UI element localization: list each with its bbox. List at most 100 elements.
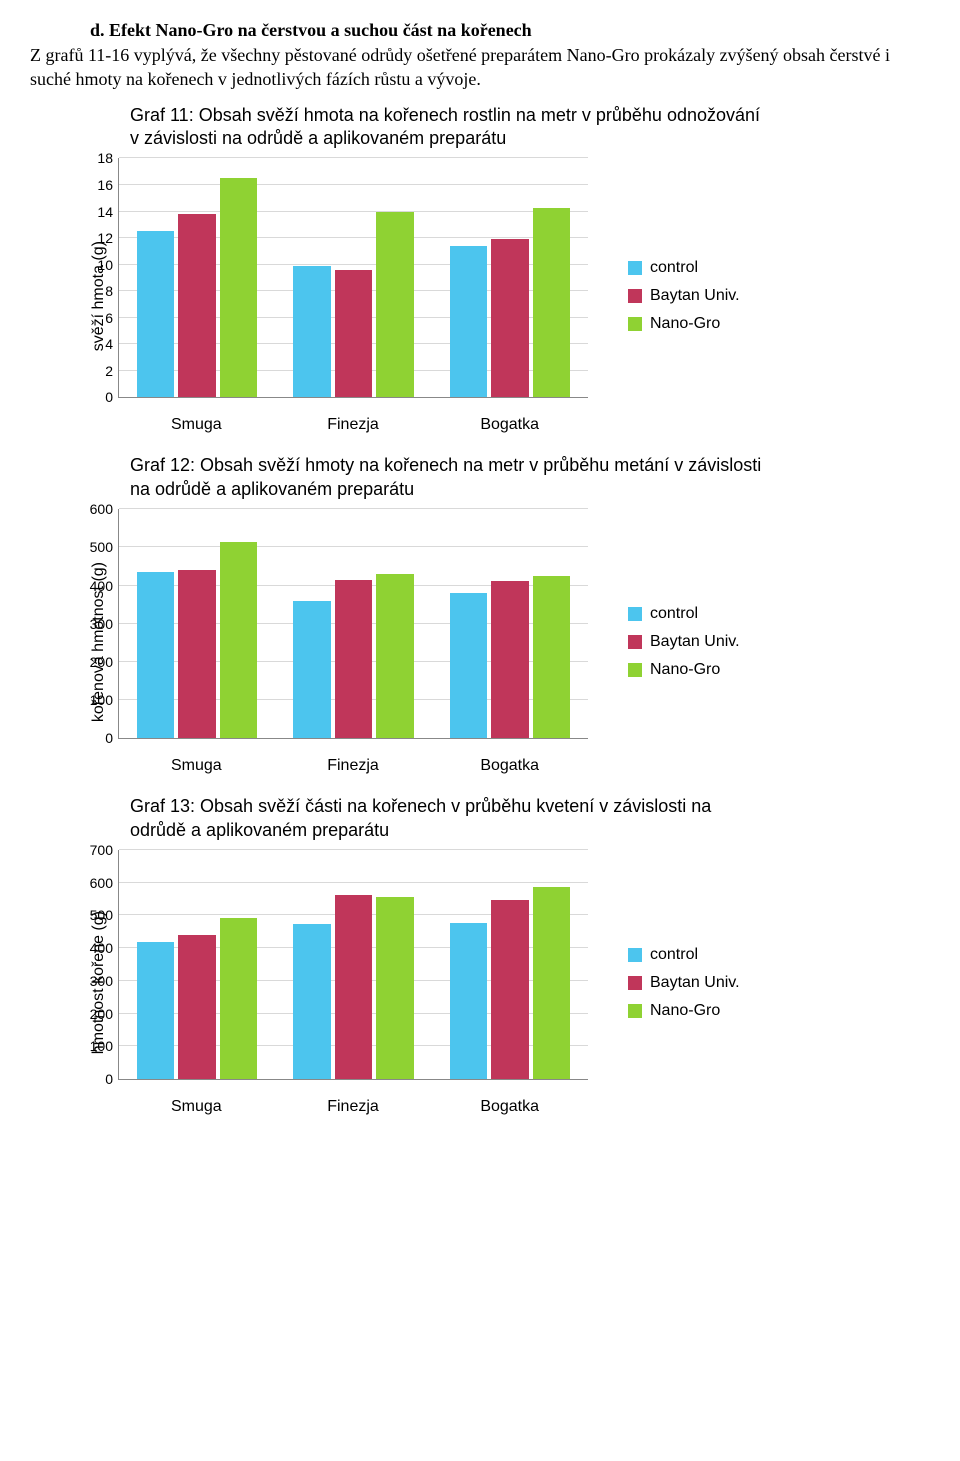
- y-tick-label: 4: [105, 336, 119, 352]
- bar-control: [293, 266, 330, 397]
- bar-nanogro: [220, 542, 257, 739]
- legend-swatch: [628, 635, 642, 649]
- y-tick-label: 600: [90, 875, 119, 891]
- y-tick-label: 300: [90, 616, 119, 632]
- legend-item-nanogro: Nano-Gro: [628, 661, 740, 679]
- legend-swatch: [628, 976, 642, 990]
- bar-baytan: [178, 935, 215, 1079]
- bar-nanogro: [376, 212, 413, 398]
- legend-label: control: [650, 946, 698, 964]
- x-label: Bogatka: [431, 1098, 588, 1116]
- x-label: Smuga: [118, 1098, 275, 1116]
- y-tick-label: 100: [90, 1038, 119, 1054]
- bar-control: [137, 942, 174, 1079]
- legend-swatch: [628, 1004, 642, 1018]
- legend: control Baytan Univ. Nano-Gro: [628, 936, 740, 1030]
- y-tick-label: 500: [90, 907, 119, 923]
- bar-baytan: [335, 895, 372, 1079]
- chart-area: svěží hmota (g)024681012141618SmugaFinez…: [90, 158, 930, 434]
- bar-group: [119, 850, 275, 1079]
- bar-nanogro: [533, 887, 570, 1079]
- x-label: Finezja: [275, 757, 432, 775]
- legend-item-control: control: [628, 605, 740, 623]
- bar-nanogro: [376, 897, 413, 1079]
- bar-control: [450, 246, 487, 397]
- bar-baytan: [335, 580, 372, 738]
- y-tick-label: 600: [90, 501, 119, 517]
- legend-label: Baytan Univ.: [650, 287, 740, 305]
- x-label: Bogatka: [431, 416, 588, 434]
- bar-nanogro: [220, 178, 257, 397]
- y-tick-label: 10: [97, 257, 119, 273]
- legend-label: Nano-Gro: [650, 661, 720, 679]
- legend-label: Baytan Univ.: [650, 974, 740, 992]
- y-tick-label: 0: [105, 730, 119, 746]
- legend-swatch: [628, 317, 642, 331]
- x-labels: SmugaFinezjaBogatka: [118, 757, 588, 775]
- legend-item-baytan: Baytan Univ.: [628, 633, 740, 651]
- bar-group: [275, 850, 431, 1079]
- x-labels: SmugaFinezjaBogatka: [118, 416, 588, 434]
- chart13: Graf 13: Obsah svěží části na kořenech v…: [90, 795, 930, 1116]
- bar-group: [275, 509, 431, 738]
- y-tick-label: 8: [105, 283, 119, 299]
- legend-item-nanogro: Nano-Gro: [628, 1002, 740, 1020]
- legend-swatch: [628, 948, 642, 962]
- bar-baytan: [491, 581, 528, 738]
- chart-area: hmotnost kořene (g)010020030040050060070…: [90, 850, 930, 1116]
- legend-item-baytan: Baytan Univ.: [628, 287, 740, 305]
- y-tick-label: 700: [90, 842, 119, 858]
- chart11: Graf 11: Obsah svěží hmota na kořenech r…: [90, 104, 930, 435]
- legend-swatch: [628, 607, 642, 621]
- y-tick-label: 18: [97, 150, 119, 166]
- legend-item-baytan: Baytan Univ.: [628, 974, 740, 992]
- x-label: Finezja: [275, 416, 432, 434]
- bar-control: [450, 923, 487, 1079]
- bar-group: [432, 509, 588, 738]
- y-tick-label: 6: [105, 310, 119, 326]
- y-tick-label: 500: [90, 539, 119, 555]
- legend-label: Nano-Gro: [650, 315, 720, 333]
- y-tick-label: 200: [90, 1006, 119, 1022]
- legend-label: Baytan Univ.: [650, 633, 740, 651]
- bar-nanogro: [376, 574, 413, 738]
- y-tick-label: 14: [97, 204, 119, 220]
- legend-swatch: [628, 663, 642, 677]
- legend-item-control: control: [628, 946, 740, 964]
- chart12: Graf 12: Obsah svěží hmoty na kořenech n…: [90, 454, 930, 775]
- plot-inner: 0100200300400500600700: [118, 850, 588, 1080]
- bar-nanogro: [533, 208, 570, 398]
- bar-baytan: [335, 270, 372, 397]
- bar-group: [119, 509, 275, 738]
- chart-title: Graf 12: Obsah svěží hmoty na kořenech n…: [130, 454, 770, 501]
- bar-control: [293, 601, 330, 738]
- x-label: Smuga: [118, 416, 275, 434]
- x-label: Finezja: [275, 1098, 432, 1116]
- charts-container: Graf 11: Obsah svěží hmota na kořenech r…: [30, 104, 930, 1116]
- legend-label: control: [650, 259, 698, 277]
- y-tick-label: 200: [90, 654, 119, 670]
- bar-baytan: [178, 570, 215, 738]
- chart-title: Graf 11: Obsah svěží hmota na kořenech r…: [130, 104, 770, 151]
- plot: 0100200300400500600SmugaFinezjaBogatka: [118, 509, 588, 775]
- legend-label: control: [650, 605, 698, 623]
- x-labels: SmugaFinezjaBogatka: [118, 1098, 588, 1116]
- x-label: Smuga: [118, 757, 275, 775]
- bar-group: [432, 158, 588, 397]
- bar-baytan: [178, 214, 215, 397]
- legend: control Baytan Univ. Nano-Gro: [628, 249, 740, 343]
- y-tick-label: 16: [97, 177, 119, 193]
- legend-swatch: [628, 261, 642, 275]
- section-paragraph: Z grafů 11-16 vyplývá, že všechny pěstov…: [30, 43, 930, 92]
- bar-group: [432, 850, 588, 1079]
- y-tick-label: 0: [105, 389, 119, 405]
- bar-control: [293, 924, 330, 1079]
- chart-title: Graf 13: Obsah svěží části na kořenech v…: [130, 795, 770, 842]
- legend-swatch: [628, 289, 642, 303]
- bar-nanogro: [220, 918, 257, 1079]
- plot: 024681012141618SmugaFinezjaBogatka: [118, 158, 588, 434]
- legend-label: Nano-Gro: [650, 1002, 720, 1020]
- bar-group: [275, 158, 431, 397]
- bars: [119, 850, 588, 1079]
- y-tick-label: 300: [90, 973, 119, 989]
